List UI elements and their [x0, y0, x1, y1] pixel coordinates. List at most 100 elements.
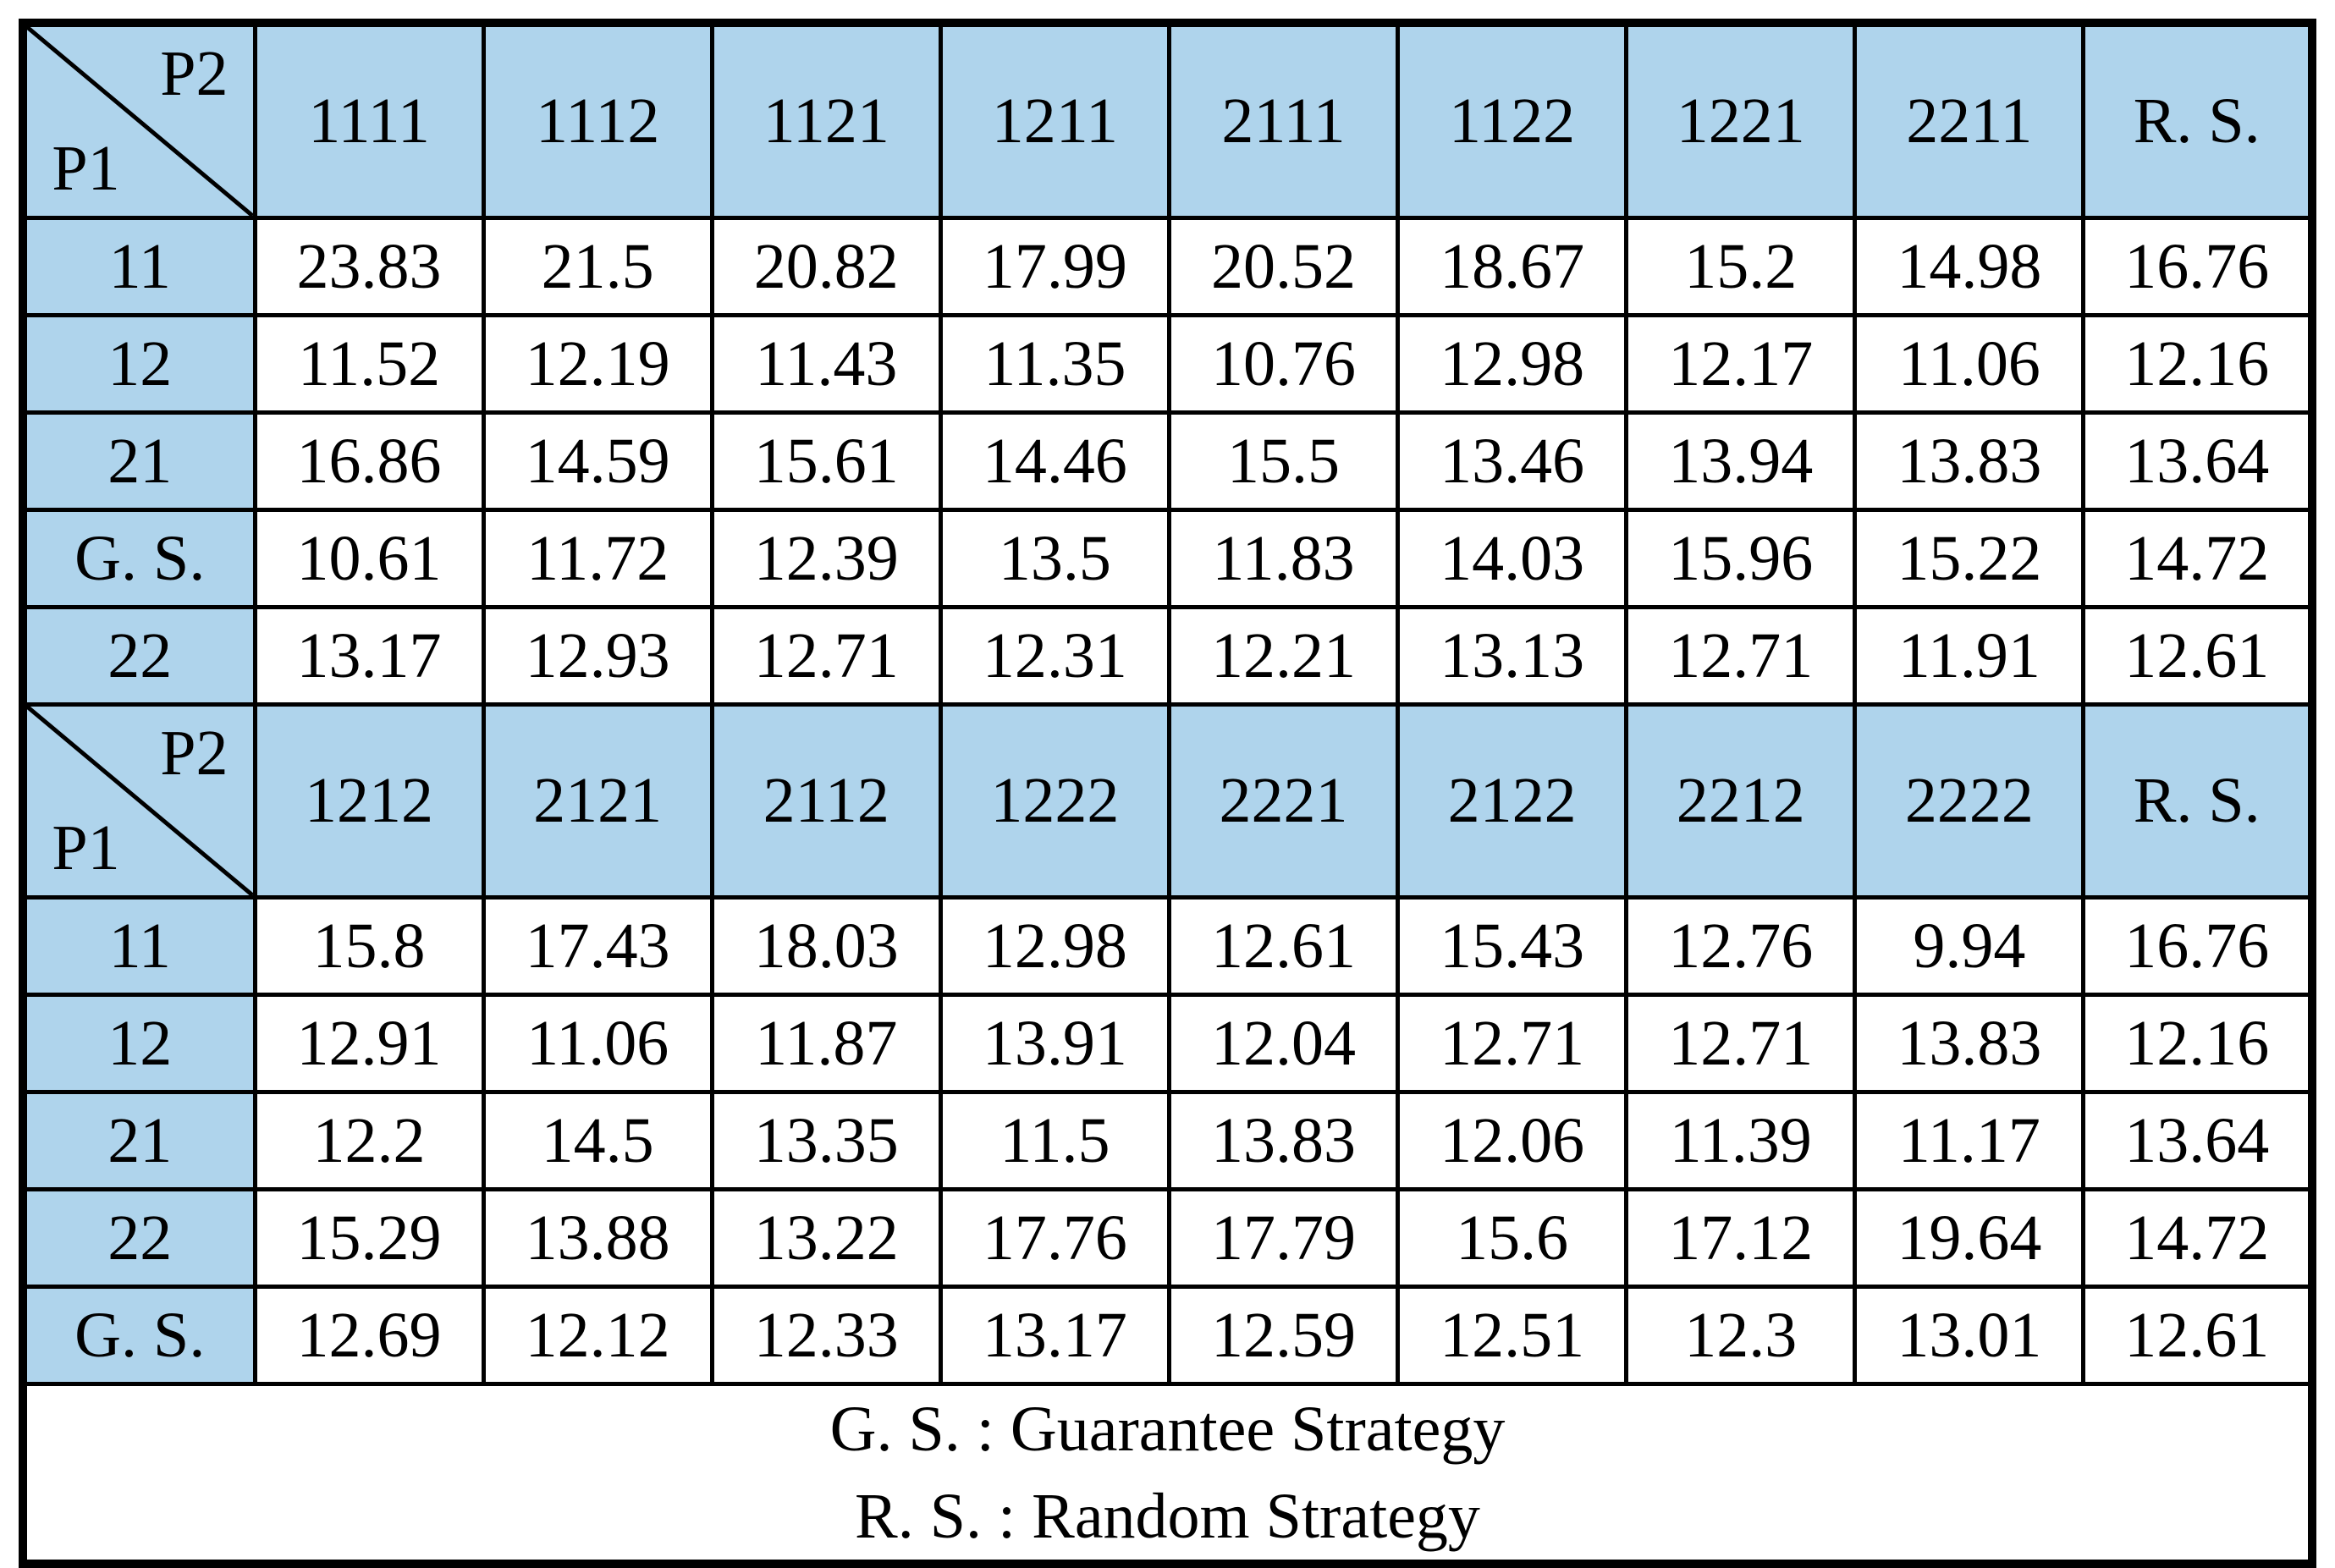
data-cell: 17.76 — [938, 1187, 1171, 1289]
table-row: G. S. 12.69 12.12 12.33 13.17 12.59 12.51 12.3 1… — [20, 1285, 2315, 1386]
column-header: 2112 — [709, 702, 943, 900]
column-header: 1221 — [1624, 20, 1858, 220]
data-cell: 12.39 — [709, 508, 943, 609]
data-cell: 12.2 — [252, 1090, 486, 1191]
row-label: 11 — [20, 895, 257, 997]
corner-cell: P2 P1 — [20, 20, 257, 220]
data-cell: 11.87 — [709, 993, 943, 1094]
data-cell: 13.46 — [1396, 410, 1629, 512]
legend-row: G. S. : Guarantee Strategy R. S. : Random… — [20, 1382, 2315, 1566]
data-cell: 14.72 — [2081, 508, 2315, 609]
data-cell: 12.69 — [252, 1285, 486, 1386]
column-header: 2212 — [1624, 702, 1858, 900]
data-cell: 13.22 — [709, 1187, 943, 1289]
data-cell: 11.39 — [1624, 1090, 1858, 1191]
data-cell: 11.83 — [1166, 508, 1401, 609]
data-cell: 11.91 — [1853, 605, 2086, 707]
data-cell: 13.5 — [938, 508, 1171, 609]
row-label: 21 — [20, 410, 257, 512]
row-label: G. S. — [20, 508, 257, 609]
data-cell: 13.13 — [1396, 605, 1629, 707]
data-cell: 17.79 — [1166, 1187, 1401, 1289]
column-header: 2221 — [1166, 702, 1401, 900]
data-cell: 14.46 — [938, 410, 1171, 512]
data-cell: 12.93 — [481, 605, 714, 707]
data-cell: 11.06 — [481, 993, 714, 1094]
data-cell: 12.59 — [1166, 1285, 1401, 1386]
data-cell: 11.06 — [1853, 313, 2086, 415]
diagonal-divider — [27, 707, 253, 895]
data-cell: 13.83 — [1853, 410, 2086, 512]
column-header: 1122 — [1396, 20, 1629, 220]
data-cell: 10.76 — [1166, 313, 1401, 415]
row-label: 11 — [20, 216, 257, 317]
data-cell: 12.31 — [938, 605, 1171, 707]
data-cell: 12.71 — [1624, 605, 1858, 707]
header-row: P2 P1 1111 1112 1121 1211 2111 1122 1221 2211 R. S… — [20, 20, 2315, 220]
data-cell: 15.96 — [1624, 508, 1858, 609]
row-label: 22 — [20, 1187, 257, 1289]
data-cell: 12.98 — [938, 895, 1171, 997]
data-cell: 13.64 — [2081, 410, 2315, 512]
data-cell: 23.83 — [252, 216, 486, 317]
data-cell: 16.76 — [2081, 895, 2315, 997]
corner-bottom-label: P1 — [52, 133, 120, 204]
column-header: 2111 — [1166, 20, 1401, 220]
legend-line: G. S. : Guarantee Strategy — [829, 1394, 1506, 1465]
data-cell: 12.76 — [1624, 895, 1858, 997]
column-header: 1121 — [709, 20, 943, 220]
data-cell: 18.03 — [709, 895, 943, 997]
table-row: 22 15.29 13.88 13.22 17.76 17.79 15.6 17.12 19.6… — [20, 1187, 2315, 1289]
data-cell: 12.33 — [709, 1285, 943, 1386]
data-cell: 12.61 — [2081, 1285, 2315, 1386]
corner-top-label: P2 — [160, 38, 229, 109]
row-label: 21 — [20, 1090, 257, 1191]
data-cell: 15.8 — [252, 895, 486, 997]
data-cell: 14.98 — [1853, 216, 2086, 317]
data-cell: 12.17 — [1624, 313, 1858, 415]
data-cell: 12.51 — [1396, 1285, 1629, 1386]
data-cell: 13.91 — [938, 993, 1171, 1094]
data-cell: 11.52 — [252, 313, 486, 415]
payoff-table: P2 P1 1111 1112 1121 1211 2111 1122 1221 2211 R. S… — [19, 19, 2316, 1568]
data-cell: 13.88 — [481, 1187, 714, 1289]
table-row: 21 12.2 14.5 13.35 11.5 13.83 12.06 11.39 11.17 1… — [20, 1090, 2315, 1191]
column-header: 1222 — [938, 702, 1171, 900]
data-cell: 13.83 — [1166, 1090, 1401, 1191]
data-cell: 13.35 — [709, 1090, 943, 1191]
column-header: 2122 — [1396, 702, 1629, 900]
data-cell: 11.35 — [938, 313, 1171, 415]
data-cell: 13.64 — [2081, 1090, 2315, 1191]
data-cell: 12.16 — [2081, 313, 2315, 415]
data-cell: 12.61 — [1166, 895, 1401, 997]
legend-line: R. S. : Random Strategy — [855, 1480, 1480, 1552]
data-cell: 15.6 — [1396, 1187, 1629, 1289]
row-label: 12 — [20, 313, 257, 415]
corner-bottom-label: P1 — [52, 812, 120, 883]
table-row: 12 12.91 11.06 11.87 13.91 12.04 12.71 12.71 13.… — [20, 993, 2315, 1094]
data-cell: 12.16 — [2081, 993, 2315, 1094]
column-header: 2211 — [1853, 20, 2086, 220]
data-cell: 12.04 — [1166, 993, 1401, 1094]
data-cell: 13.01 — [1853, 1285, 2086, 1386]
data-cell: 15.22 — [1853, 508, 2086, 609]
table-row: 11 23.83 21.5 20.82 17.99 20.52 18.67 15.2 14.98… — [20, 216, 2315, 317]
diagonal-divider — [27, 27, 253, 216]
data-cell: 12.3 — [1624, 1285, 1858, 1386]
data-cell: 12.19 — [481, 313, 714, 415]
row-label: G. S. — [20, 1285, 257, 1386]
data-cell: 11.72 — [481, 508, 714, 609]
row-label: 22 — [20, 605, 257, 707]
column-header: 1211 — [938, 20, 1171, 220]
data-cell: 14.5 — [481, 1090, 714, 1191]
data-cell: 12.61 — [2081, 605, 2315, 707]
data-cell: 11.17 — [1853, 1090, 2086, 1191]
data-cell: 14.72 — [2081, 1187, 2315, 1289]
data-cell: 11.43 — [709, 313, 943, 415]
data-cell: 13.17 — [252, 605, 486, 707]
data-cell: 21.5 — [481, 216, 714, 317]
data-cell: 12.71 — [1396, 993, 1629, 1094]
table-row: 21 16.86 14.59 15.61 14.46 15.5 13.46 13.94 13.8… — [20, 410, 2315, 512]
data-cell: 16.86 — [252, 410, 486, 512]
data-cell: 11.5 — [938, 1090, 1171, 1191]
